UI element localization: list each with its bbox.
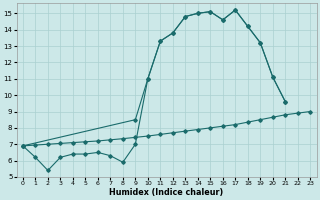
- X-axis label: Humidex (Indice chaleur): Humidex (Indice chaleur): [109, 188, 224, 197]
